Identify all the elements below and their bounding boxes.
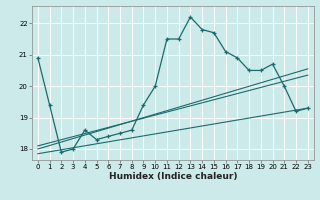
X-axis label: Humidex (Indice chaleur): Humidex (Indice chaleur) [108,172,237,181]
